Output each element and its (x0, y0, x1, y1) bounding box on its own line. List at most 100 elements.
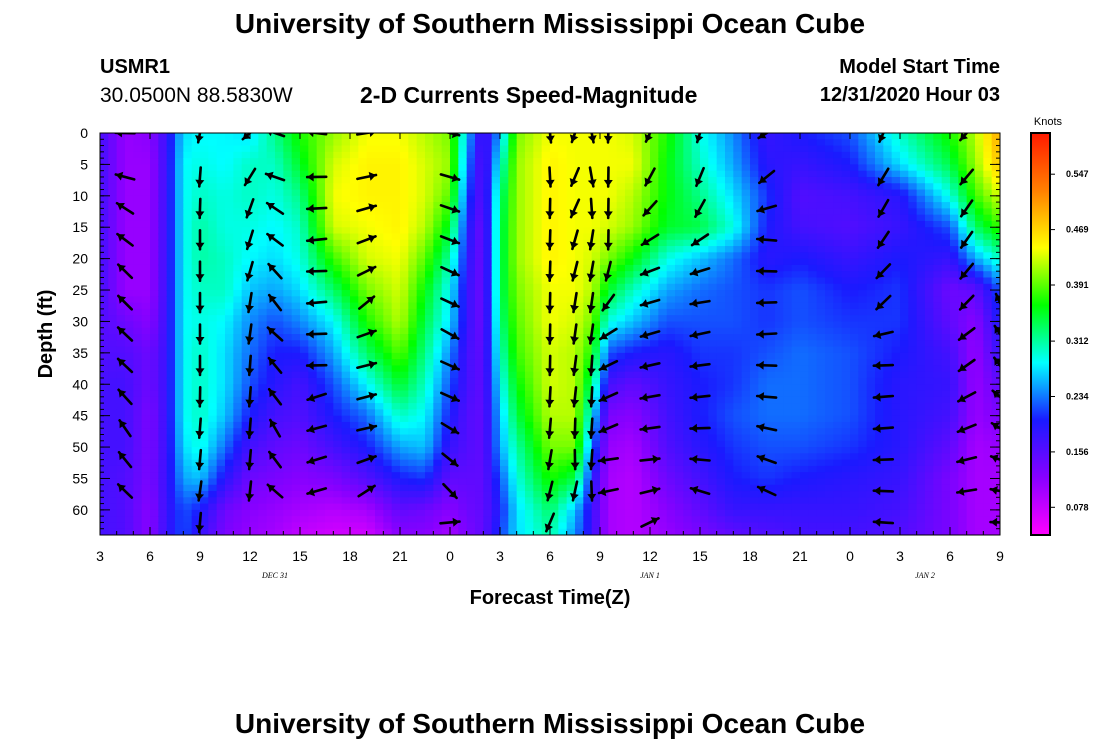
heat-cell (408, 246, 418, 253)
heat-cell (675, 195, 684, 203)
heat-cell (266, 208, 276, 216)
heat-cell (625, 252, 634, 260)
heat-cell (583, 484, 593, 492)
heat-cell (483, 139, 493, 147)
heat-cell (133, 365, 143, 373)
heat-cell (666, 133, 676, 140)
heat-cell (616, 308, 626, 316)
heat-cell (125, 516, 134, 524)
heat-cell (500, 170, 509, 178)
heat-cell (325, 239, 334, 247)
heat-cell (733, 133, 743, 140)
heat-cell (525, 447, 534, 454)
heat-cell (333, 528, 343, 535)
heat-cell (708, 346, 718, 354)
heat-cell (141, 327, 151, 335)
heat-cell (491, 170, 501, 178)
heat-cell (175, 440, 184, 448)
heat-cell (633, 478, 643, 486)
heat-cell (591, 246, 601, 253)
heat-cell (733, 252, 743, 260)
heat-cell (525, 528, 534, 535)
heat-cell (175, 164, 184, 172)
heat-cell (333, 321, 343, 329)
heat-cell (425, 233, 434, 241)
heat-cell (741, 308, 751, 316)
heat-cell (125, 428, 134, 436)
heat-cell (608, 478, 618, 486)
heat-cell (733, 365, 743, 373)
heat-cell (216, 522, 226, 530)
heat-cell (300, 390, 309, 398)
heat-cell (316, 465, 326, 473)
heat-cell (583, 390, 593, 398)
heat-cell (408, 227, 418, 235)
heat-cell (450, 227, 459, 235)
heat-cell (225, 447, 234, 454)
heat-cell (400, 176, 409, 184)
heat-cell (591, 195, 601, 203)
heat-cell (391, 176, 401, 184)
heat-cell (541, 409, 551, 417)
heat-cell (741, 227, 751, 235)
heat-cell (491, 208, 501, 216)
heat-cell (741, 421, 751, 429)
heat-cell (416, 365, 426, 373)
heat-cell (233, 390, 243, 398)
heat-cell (250, 264, 259, 272)
heat-cell (358, 503, 368, 511)
heat-cell (241, 277, 251, 285)
heat-cell (391, 158, 401, 166)
heat-cell (633, 365, 643, 373)
heat-cell (666, 227, 676, 235)
heat-cell (483, 352, 493, 360)
heat-cell (216, 497, 226, 505)
heat-cell (433, 220, 443, 228)
heat-cell (341, 421, 351, 429)
heat-cell (575, 208, 584, 216)
heat-cell (125, 377, 134, 385)
heat-cell (366, 465, 376, 473)
heat-cell (133, 302, 143, 310)
heat-cell (558, 296, 568, 304)
heat-cell (433, 233, 443, 241)
heat-cell (608, 484, 618, 492)
heat-cell (716, 139, 726, 147)
heat-cell (458, 277, 468, 285)
heat-cell (100, 183, 109, 191)
heat-cell (333, 396, 343, 404)
heat-cell (733, 189, 743, 197)
heat-cell (583, 283, 593, 291)
heat-cell (200, 491, 209, 498)
heat-cell (308, 509, 318, 517)
heat-cell (416, 321, 426, 329)
heat-cell (108, 164, 118, 172)
heat-cell (166, 139, 176, 147)
heat-cell (466, 164, 476, 172)
heat-cell (350, 258, 359, 266)
heat-cell (116, 151, 126, 159)
heat-cell (591, 478, 601, 486)
heat-cell (100, 202, 109, 209)
heat-cell (691, 214, 701, 222)
heat-cell (533, 409, 543, 417)
heat-cell (350, 290, 359, 297)
heat-cell (641, 484, 651, 492)
heat-cell (183, 145, 193, 153)
heat-cell (333, 516, 343, 524)
heat-cell (191, 170, 201, 178)
heat-cell (133, 340, 143, 348)
heat-cell (658, 239, 668, 247)
heat-cell (225, 478, 234, 486)
heat-cell (325, 522, 334, 530)
heat-cell (633, 421, 643, 429)
heat-cell (158, 484, 168, 492)
heat-cell (400, 208, 409, 216)
heat-cell (358, 252, 368, 260)
heat-cell (233, 327, 243, 335)
heat-cell (150, 497, 159, 505)
heat-cell (191, 315, 201, 323)
heat-cell (500, 352, 509, 360)
heat-cell (650, 346, 659, 354)
heat-cell (141, 516, 151, 524)
